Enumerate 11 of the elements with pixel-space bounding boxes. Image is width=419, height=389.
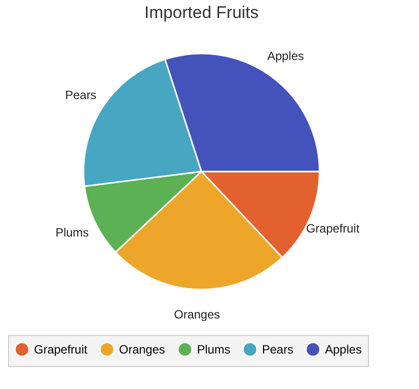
slice-label: Plums bbox=[55, 225, 89, 240]
slice-label: Grapefruit bbox=[306, 221, 360, 236]
legend-label: Plums bbox=[197, 342, 230, 356]
legend-label: Apples bbox=[325, 342, 362, 356]
legend-label: Oranges bbox=[119, 342, 166, 356]
slice-label: Pears bbox=[65, 88, 96, 102]
slice-label: Oranges bbox=[174, 307, 220, 322]
chart-title: Imported Fruits bbox=[144, 3, 259, 22]
legend-label: Pears bbox=[262, 342, 294, 356]
slice-label: Apples bbox=[267, 48, 304, 63]
legend-label: Grapefruit bbox=[34, 342, 88, 356]
